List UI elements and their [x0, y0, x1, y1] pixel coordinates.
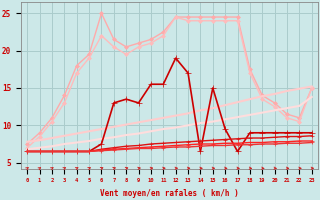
X-axis label: Vent moyen/en rafales ( km/h ): Vent moyen/en rafales ( km/h ): [100, 189, 239, 198]
